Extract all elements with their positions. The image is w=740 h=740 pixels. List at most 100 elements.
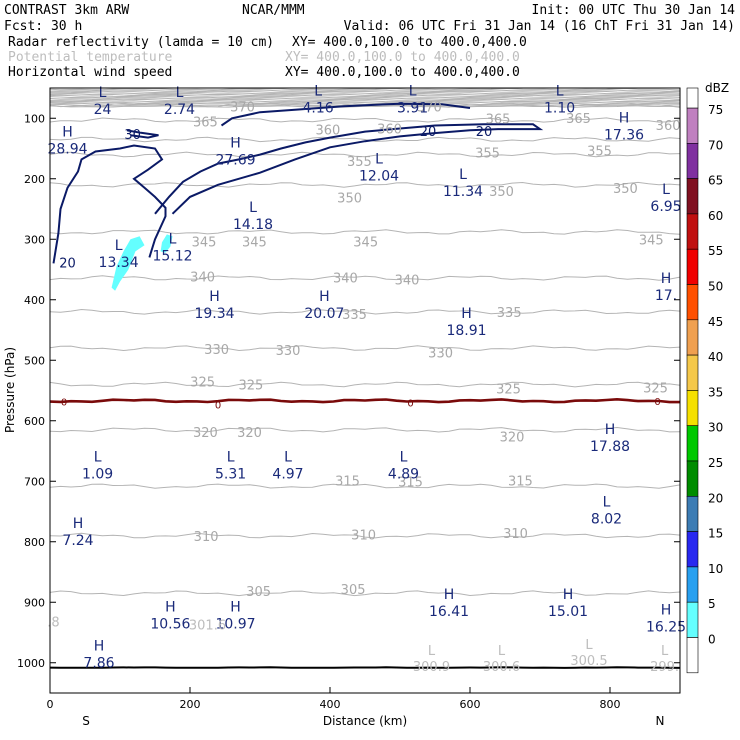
theta-label: 345 (242, 235, 267, 250)
colorbar-level-label: 65 (708, 174, 723, 188)
high-marker: H (230, 599, 241, 615)
theta-contour-335 (49, 308, 681, 315)
theta-label: 355 (475, 146, 500, 161)
extremum-value: 1.09 (82, 466, 113, 482)
low-marker: L (556, 83, 564, 99)
field-xy-reflectivity: XY= 400.0,100.0 to 400.0,400.0 (292, 35, 527, 50)
theta-band-line (49, 90, 681, 94)
theta-label: 365 (486, 112, 511, 127)
theta-band-line (49, 96, 681, 99)
extremum-value: 7.86 (83, 656, 114, 672)
colorbar-swatch (686, 425, 699, 462)
theta-label: 360 (315, 123, 340, 138)
theta-label: 310 (351, 529, 376, 544)
low-marker: L (459, 167, 467, 183)
colorbar-top-cap (686, 87, 699, 109)
low-marker: L (284, 449, 292, 465)
colorbar-level-label: 25 (708, 456, 723, 470)
theta-contour-315 (49, 483, 681, 489)
high-marker: H (563, 587, 574, 603)
low-marker: L (400, 449, 408, 465)
field-name-theta: Potential temperature (8, 50, 173, 65)
extremum-value: 24 (94, 102, 112, 118)
zero-line-label: 0 (407, 399, 413, 410)
reflectivity-patch (111, 236, 145, 291)
theta-label: 320 (500, 431, 525, 446)
theta-extremum-value: 300.6 (483, 660, 520, 675)
wind-contour-20 (154, 123, 544, 215)
field-name-reflectivity: Radar reflectivity (lamda = 10 cm) (8, 35, 274, 50)
low-marker: L (169, 231, 177, 247)
theta-label: 325 (643, 382, 668, 397)
low-marker: L (227, 449, 235, 465)
extremum-value: 15.01 (548, 604, 588, 620)
colorbar-swatch (686, 107, 699, 144)
reflectivity-shading (111, 234, 173, 291)
high-marker: H (94, 639, 105, 655)
high-marker: H (605, 422, 616, 438)
colorbar-swatch (686, 213, 699, 250)
extremum-value: 17. (655, 288, 677, 304)
theta-contour-330 (49, 345, 681, 352)
theta-extremum-value: 300.9 (413, 660, 450, 675)
theta-low-marker: L (661, 644, 669, 659)
theta-band-line (49, 98, 681, 102)
extremum-value: 27.69 (215, 152, 255, 168)
high-marker: H (661, 271, 672, 287)
extremum-value: 4.97 (272, 466, 303, 482)
colorbar-level-label: 35 (708, 385, 723, 399)
theta-contour-360 (49, 136, 681, 143)
zero-wind-line (49, 397, 680, 404)
extremum-value: 8.02 (591, 512, 622, 528)
colorbar-swatch (686, 390, 699, 426)
theta-label: 350 (613, 182, 638, 197)
y-tick-label: 300 (24, 233, 45, 246)
zero-wind-contour (49, 397, 680, 404)
low-marker: L (99, 85, 107, 101)
extremum-value: 17.36 (604, 127, 644, 143)
zero-line-label: 0 (61, 397, 67, 408)
theta-label: 305 (341, 583, 366, 598)
y-tick-label: 600 (24, 415, 45, 428)
theta-contour-310 (49, 532, 681, 539)
colorbar-level-label: 15 (708, 527, 723, 541)
extremum-value: 2.74 (164, 102, 195, 118)
theta-label: 345 (639, 233, 664, 248)
colorbar-level-label: 40 (708, 350, 723, 364)
theta-label: 350 (489, 185, 514, 200)
theta-extremum-value: 301.6 (189, 619, 226, 634)
zero-line-label: 0 (654, 397, 660, 408)
theta-label: 325 (238, 379, 263, 394)
x-tick-label: 0 (47, 698, 54, 711)
theta-band-line (49, 97, 681, 100)
wind-label: 20 (476, 125, 493, 140)
theta-label: 355 (587, 145, 612, 160)
y-tick-label: 200 (24, 173, 45, 186)
colorbar-swatch (686, 460, 699, 497)
colorbar-swatch (686, 248, 699, 285)
theta-label: 310 (503, 527, 528, 542)
forecast-hour: Fcst: 30 h (4, 19, 82, 34)
theta-label: 340 (333, 272, 358, 287)
theta-band-line (49, 94, 681, 98)
field-xy-theta: XY= 400.0,100.0 to 400.0,400.0 (285, 50, 520, 65)
extremum-value: 12.04 (359, 169, 399, 185)
colorbar-level-label: 55 (708, 244, 723, 258)
extremum-value: 28.94 (47, 141, 87, 157)
extremum-value: 6.95 (650, 199, 681, 215)
surface-line (49, 666, 681, 669)
valid-time: Valid: 06 UTC Fri 31 Jan 14 (16 ChT Fri … (344, 19, 735, 34)
colorbar-swatch (686, 354, 699, 391)
extremum-value: 14.18 (233, 217, 273, 233)
y-tick-label: 100 (24, 112, 45, 125)
y-tick-label: 700 (24, 475, 45, 488)
center-name: NCAR/MMM (242, 3, 305, 18)
theta-band-line (49, 105, 681, 108)
high-marker: H (461, 306, 472, 322)
high-marker: H (661, 602, 672, 618)
theta-label: 365 (193, 115, 218, 130)
high-marker: H (165, 599, 176, 615)
low-marker: L (176, 85, 184, 101)
low-marker: L (94, 449, 102, 465)
colorbar-swatch (686, 178, 699, 215)
